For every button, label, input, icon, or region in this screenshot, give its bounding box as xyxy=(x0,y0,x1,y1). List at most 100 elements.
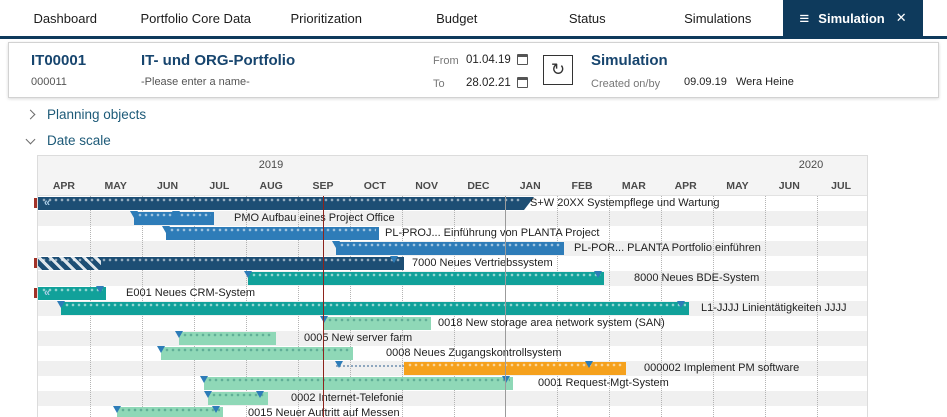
year-label: 2020 xyxy=(798,159,824,171)
milestone-marker-icon[interactable] xyxy=(96,286,104,293)
month-label: JUL xyxy=(209,180,230,192)
hatch-pattern xyxy=(38,257,101,270)
month-label: JUL xyxy=(831,180,852,192)
bar-end-point xyxy=(524,197,534,210)
created-by: Wera Heine xyxy=(736,76,794,88)
month-label: MAY xyxy=(726,180,749,192)
milestone-marker-icon[interactable] xyxy=(585,361,593,368)
milestone-marker-icon[interactable] xyxy=(162,226,170,233)
gantt-row: 0015 Neuer Auftritt auf Messen xyxy=(38,406,867,417)
refresh-icon[interactable]: ↻ xyxy=(543,55,573,85)
tab-status[interactable]: Status xyxy=(568,10,606,26)
to-date-field[interactable]: 28.02.21 xyxy=(466,77,511,89)
month-label: NOV xyxy=(415,180,438,192)
portfolio-id: IT00001 xyxy=(31,52,87,69)
gantt-bar-label: L1-JJJJ Linientätigkeiten JJJJ xyxy=(701,302,847,314)
gantt-row: PMO Aufbau eines Project Office xyxy=(38,211,867,226)
tab-dashboard[interactable]: Dashboard xyxy=(33,10,98,26)
gantt-bar[interactable] xyxy=(38,257,404,270)
tab-budget[interactable]: Budget xyxy=(436,10,478,26)
section-label: Planning objects xyxy=(47,107,147,122)
month-label: FEB xyxy=(571,180,593,192)
milestone-marker-icon[interactable] xyxy=(256,391,264,398)
gantt-bar[interactable]: « xyxy=(38,197,524,210)
calendar-icon[interactable] xyxy=(517,54,528,65)
gantt-bar[interactable]: « xyxy=(38,287,106,300)
gantt-bar-label: PL-PROJ... Einführung von PLANTA Project xyxy=(385,227,600,239)
gantt-bar[interactable] xyxy=(161,347,353,360)
month-label: APR xyxy=(674,180,697,192)
continues-before-icon: « xyxy=(44,197,51,209)
tab-portfolio-core-data[interactable]: Portfolio Core Data xyxy=(140,10,252,26)
gantt-bar[interactable] xyxy=(404,362,626,375)
gantt-bar-label: PMO Aufbau eines Project Office xyxy=(234,212,395,224)
gantt-bar-label: 0001 Request-Mgt-System xyxy=(538,377,669,389)
gantt-bar[interactable] xyxy=(117,407,223,417)
milestone-marker-icon[interactable] xyxy=(57,301,65,308)
calendar-icon[interactable] xyxy=(517,77,528,88)
milestone-marker-icon[interactable] xyxy=(677,301,685,308)
section-planning-objects[interactable]: Planning objects xyxy=(25,107,147,122)
gantt-bar[interactable] xyxy=(324,317,431,330)
portfolio-header-card: IT00001 000011 IT- und ORG-Portfolio -Pl… xyxy=(8,42,939,98)
gantt-bar-label: PL-POR... PLANTA Portfolio einführen xyxy=(574,242,761,254)
milestone-marker-icon[interactable] xyxy=(204,391,212,398)
portfolio-name-placeholder[interactable]: -Please enter a name- xyxy=(141,76,250,88)
gantt-timescale-header: 2019 2020 APR MAY JUN JUL AUG SEP OCT NOV DEC JAN F… xyxy=(38,156,867,196)
gantt-row: « E001 Neues CRM-System xyxy=(34,286,867,301)
gantt-bar-label: 0005 New server farm xyxy=(304,332,413,344)
milestone-marker-icon[interactable] xyxy=(172,211,180,218)
tab-simulation-active[interactable]: ≡ Simulation ✕ xyxy=(783,0,923,36)
gantt-row: PL-PROJ... Einführung von PLANTA Project xyxy=(38,226,867,241)
gantt-bar[interactable] xyxy=(166,227,379,240)
gantt-row: 8000 Neues BDE-System xyxy=(38,271,867,286)
simulation-title: Simulation xyxy=(591,52,668,69)
section-date-scale[interactable]: Date scale xyxy=(25,133,111,148)
created-date: 09.09.19 xyxy=(684,76,727,88)
milestone-marker-icon[interactable] xyxy=(594,271,602,278)
gantt-bar[interactable] xyxy=(248,272,604,285)
chevron-down-icon xyxy=(25,134,36,144)
gantt-bar-label: 0002 Internet-Telefonie xyxy=(291,392,404,404)
gantt-bar-label: 000002 Implement PM software xyxy=(644,362,800,374)
gantt-bar-label: E001 Neues CRM-System xyxy=(126,287,255,299)
chevron-right-icon xyxy=(25,109,36,120)
gantt-bar[interactable] xyxy=(208,392,268,405)
gantt-bar-label: 8000 Neues BDE-System xyxy=(634,272,760,284)
milestone-marker-icon[interactable] xyxy=(335,361,343,368)
month-gridline xyxy=(765,196,767,417)
tab-prioritization[interactable]: Prioritization xyxy=(290,10,363,26)
hamburger-menu-icon[interactable]: ≡ xyxy=(799,8,810,28)
gantt-bar[interactable] xyxy=(336,242,564,255)
gantt-row: 000002 Implement PM software xyxy=(38,361,867,376)
close-tab-icon[interactable]: ✕ xyxy=(895,10,907,25)
gantt-bar-label: S+W 20XX Systempflege und Wartung xyxy=(530,197,720,209)
gantt-bar[interactable] xyxy=(204,377,513,390)
portfolio-title: IT- und ORG-Portfolio xyxy=(141,52,296,69)
milestone-marker-icon[interactable] xyxy=(320,316,328,323)
gantt-bar[interactable] xyxy=(61,302,689,315)
milestone-marker-icon[interactable] xyxy=(212,406,220,413)
gantt-bar-label: 0008 Neues Zugangskontrollsystem xyxy=(386,347,562,359)
milestone-marker-icon[interactable] xyxy=(332,241,340,248)
milestone-marker-icon[interactable] xyxy=(175,331,183,338)
continues-before-icon: « xyxy=(44,287,51,299)
milestone-marker-icon[interactable] xyxy=(130,211,138,218)
milestone-marker-icon[interactable] xyxy=(157,346,165,353)
gantt-row: 7000 Neues Vertriebssystem xyxy=(34,256,867,271)
month-gridline xyxy=(713,196,715,417)
from-date-field[interactable]: 01.04.19 xyxy=(466,54,511,66)
gantt-row: L1-JJJJ Linientätigkeiten JJJJ xyxy=(38,301,867,316)
gantt-bar-label: 0018 New storage area network system (SA… xyxy=(438,317,665,329)
gantt-row: « S+W 20XX Systempflege und Wartung xyxy=(34,196,867,211)
gantt-chart: 2019 2020 APR MAY JUN JUL AUG SEP OCT NOV DEC JAN F… xyxy=(34,155,868,417)
milestone-marker-icon[interactable] xyxy=(200,376,208,383)
month-label: MAR xyxy=(621,180,646,192)
milestone-marker-icon[interactable] xyxy=(113,406,121,413)
milestone-marker-icon[interactable] xyxy=(244,271,252,278)
milestone-marker-icon[interactable] xyxy=(390,256,398,263)
gantt-body: « S+W 20XX Systempflege und Wartung PMO Au… xyxy=(34,196,867,417)
gantt-bar[interactable] xyxy=(179,332,276,345)
gantt-row: PL-POR... PLANTA Portfolio einführen xyxy=(38,241,867,256)
tab-simulations[interactable]: Simulations xyxy=(684,10,752,26)
